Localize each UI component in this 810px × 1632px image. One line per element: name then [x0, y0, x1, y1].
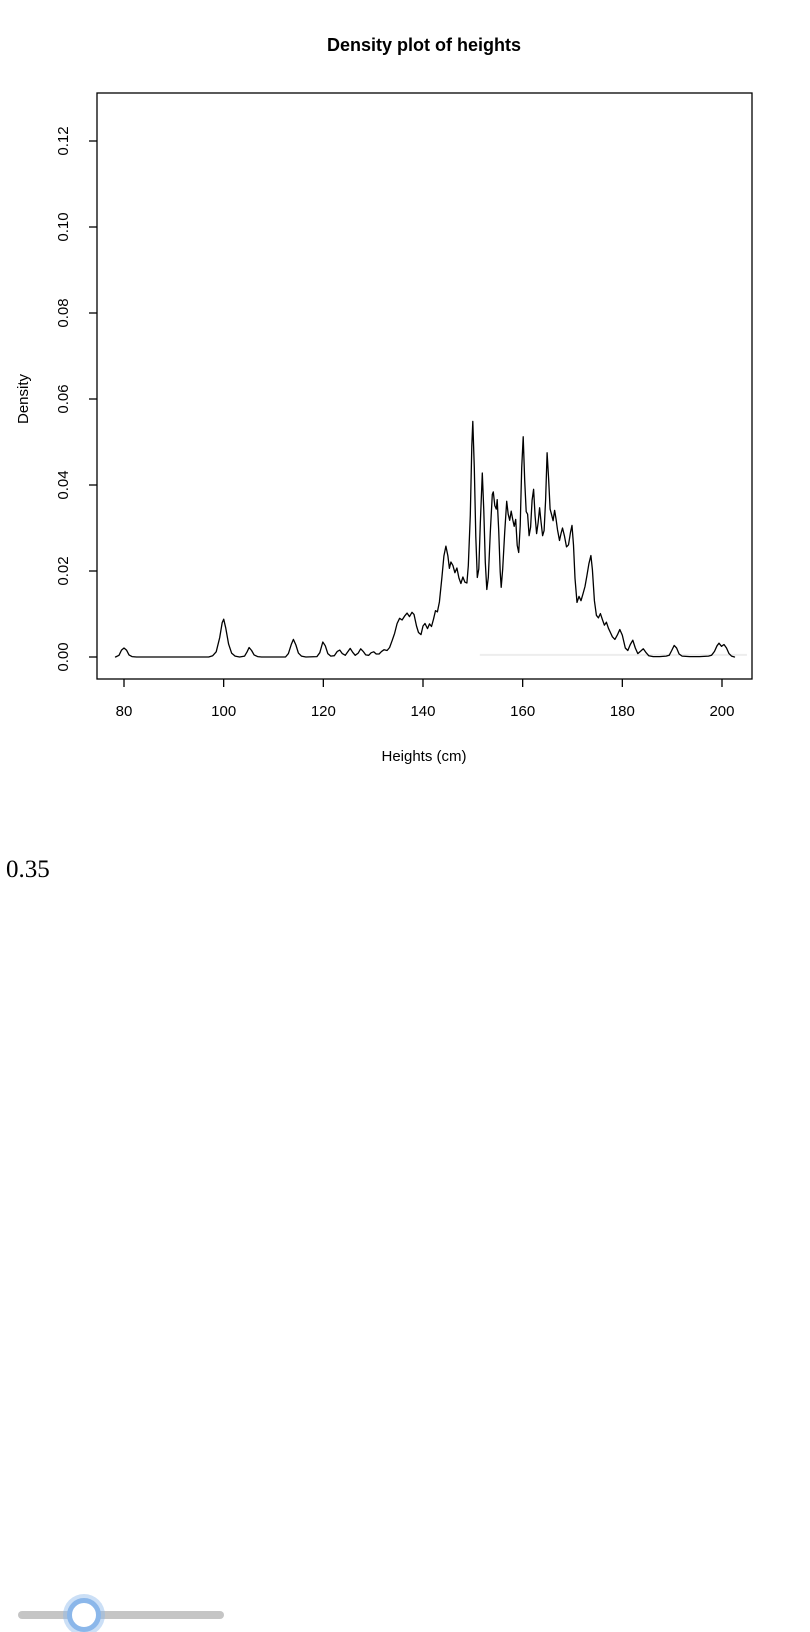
y-tick-label: 0.10	[55, 212, 72, 241]
slider-track[interactable]	[18, 1611, 224, 1619]
density-curve	[114, 420, 736, 658]
x-tick-label: 140	[410, 703, 435, 720]
x-tick-label: 100	[211, 703, 236, 720]
y-tick-label: 0.08	[55, 298, 72, 327]
slider-handle[interactable]	[66, 1598, 101, 1632]
x-axis-label: Heights (cm)	[381, 748, 466, 765]
y-tick-label: 0.02	[55, 556, 72, 585]
x-tick-label: 160	[510, 703, 535, 720]
slider-value-label: 0.35	[6, 856, 50, 883]
y-axis-label: Density	[15, 373, 32, 424]
plot-box	[96, 92, 753, 680]
bandwidth-slider[interactable]	[0, 796, 260, 1632]
plot-canvas: Density plot of heights Heights (cm) Den…	[15, 35, 753, 765]
y-tick-label: 0.06	[55, 384, 72, 413]
y-tick-label: 0.00	[55, 642, 72, 671]
y-tick-label: 0.12	[55, 126, 72, 155]
x-tick-label: 120	[311, 703, 336, 720]
plot-title: Density plot of heights	[327, 35, 521, 55]
x-tick-label: 200	[709, 703, 734, 720]
density-plot-figure: Density plot of heights Heights (cm) Den…	[0, 0, 810, 780]
x-tick-label: 80	[116, 703, 133, 720]
x-tick-label: 180	[610, 703, 635, 720]
y-tick-label: 0.04	[55, 470, 72, 499]
